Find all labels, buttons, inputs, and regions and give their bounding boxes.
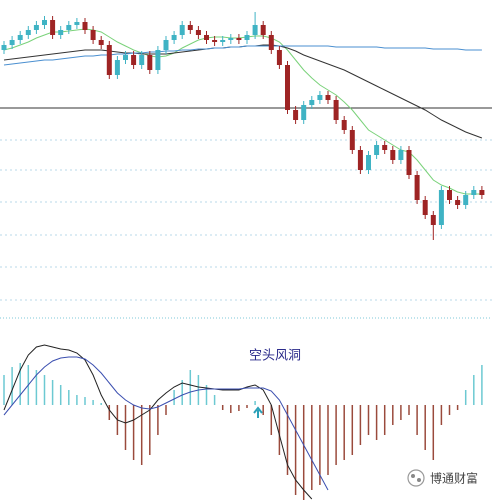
- candle-body: [90, 30, 96, 40]
- candle-body: [58, 30, 64, 35]
- candle-body: [268, 35, 274, 50]
- candle-body: [25, 30, 31, 35]
- candle-body: [438, 190, 444, 225]
- candle-body: [398, 150, 404, 160]
- candle-body: [220, 40, 226, 42]
- candle-body: [66, 25, 72, 30]
- indicator-line: [3, 356, 329, 491]
- candle-body: [244, 35, 250, 40]
- candle-body: [50, 20, 56, 35]
- candle-body: [123, 55, 128, 60]
- candle-body: [341, 120, 347, 130]
- candle-body: [74, 22, 80, 25]
- candle-body: [349, 130, 355, 150]
- candle-body: [204, 35, 209, 40]
- candle-body: [422, 200, 428, 215]
- macd-panel: [3, 344, 483, 500]
- price-grid: [0, 139, 492, 301]
- candle-body: [414, 175, 420, 200]
- indicator-line: [3, 45, 482, 66]
- candle-body: [463, 195, 469, 205]
- candle-body: [147, 55, 153, 70]
- watermark: 博通财富: [430, 471, 478, 486]
- price-panel: [0, 12, 492, 240]
- candle-body: [106, 45, 112, 75]
- candle-body: [114, 60, 120, 75]
- candle-body: [252, 25, 258, 35]
- candle-body: [374, 145, 380, 155]
- candle-body: [163, 40, 169, 50]
- candle-body: [179, 25, 185, 35]
- candle-body: [139, 55, 145, 65]
- candle-body: [317, 95, 323, 100]
- candle-body: [42, 20, 47, 25]
- indicator-line: [3, 44, 483, 139]
- arrow: [253, 406, 263, 418]
- candle-body: [171, 35, 177, 40]
- candle-body: [212, 40, 218, 42]
- candle-body: [471, 190, 477, 195]
- candle-body: [187, 25, 193, 30]
- candle-body: [285, 65, 290, 110]
- candle-body: [155, 50, 161, 70]
- candle-body: [82, 22, 88, 30]
- candle-body: [1, 45, 7, 50]
- candle-body: [309, 100, 315, 105]
- candle-body: [455, 200, 461, 205]
- candle-body: [447, 190, 452, 200]
- candle-body: [479, 190, 485, 195]
- annotation: 空头风洞: [249, 349, 301, 364]
- candle-body: [293, 110, 299, 120]
- candle-body: [406, 150, 412, 175]
- candle-body: [9, 40, 15, 45]
- candle-body: [276, 50, 282, 65]
- candle-body: [357, 150, 363, 170]
- candle-body: [195, 30, 201, 35]
- candle-body: [366, 155, 371, 170]
- candle-body: [236, 38, 242, 40]
- candle-body: [33, 25, 39, 30]
- candle-body: [301, 105, 307, 120]
- candle-body: [228, 38, 234, 40]
- candle-body: [260, 25, 266, 35]
- candle-body: [98, 40, 104, 45]
- watermark-icon: [407, 469, 425, 487]
- candle-body: [430, 215, 436, 225]
- candle-body: [325, 95, 331, 100]
- candle-body: [131, 55, 137, 65]
- candle-body: [382, 145, 388, 150]
- candle-body: [390, 150, 396, 160]
- candle-body: [333, 100, 339, 120]
- candle-body: [17, 35, 23, 40]
